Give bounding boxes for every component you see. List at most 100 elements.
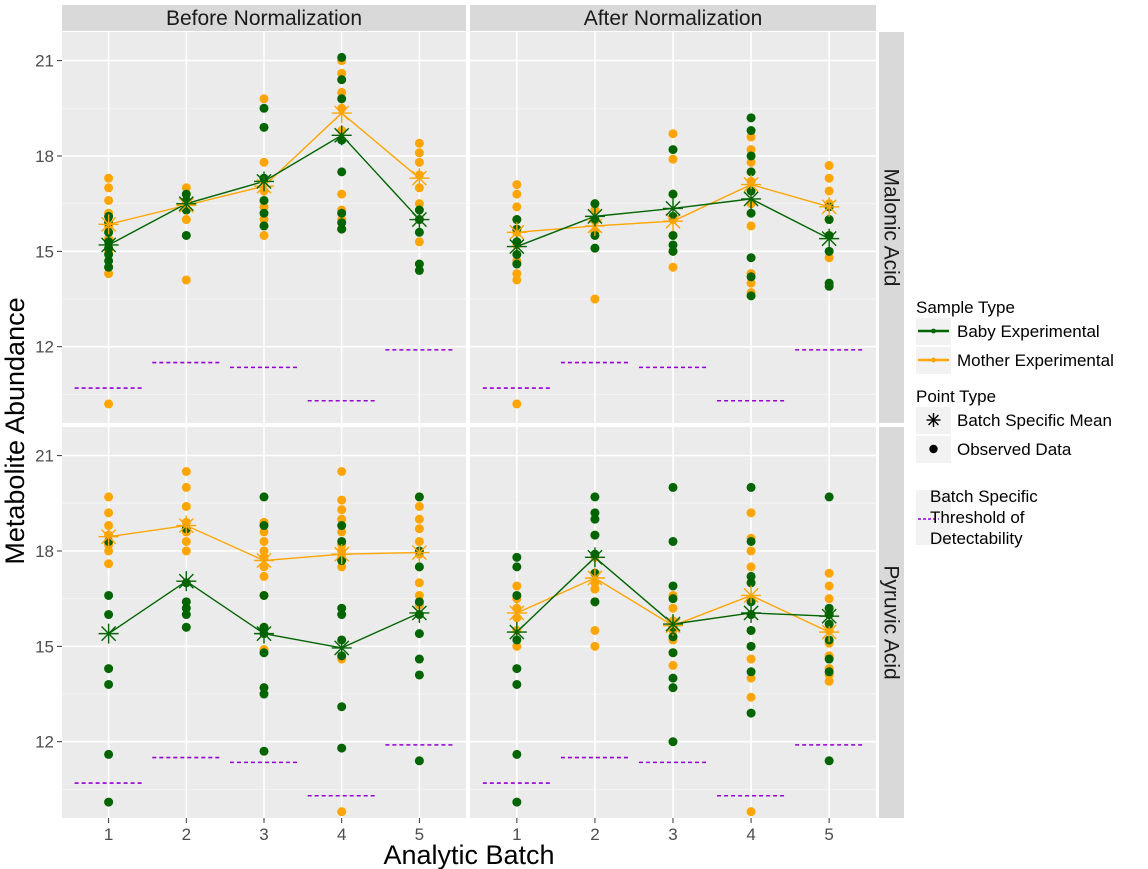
star-stroke [101,626,117,642]
baby-observed-point [104,749,114,759]
baby-observed-point [337,610,347,620]
baby-observed-point [512,797,522,807]
star-stroke [743,587,759,604]
baby-observed-point [512,590,522,600]
star-stroke [509,239,525,255]
mother-observed-point [746,132,756,142]
legend-key-dot [931,357,936,363]
y-axis-title: Metabolite Abundance [0,297,30,564]
panel-data-1-1 [482,482,864,817]
baby-observed-point [668,737,678,747]
legend-label-threshold: Detectability [930,529,1023,548]
mother-observed-point [590,294,600,304]
baby-mean-star [819,228,840,249]
mother-observed-point [259,527,269,537]
star-stroke [411,605,427,621]
panel-0-1 [62,427,466,818]
baby-mean-star [254,623,274,644]
baby-observed-point [181,597,191,607]
star-stroke [665,616,681,632]
baby-mean-star [98,623,119,644]
star-stroke [509,624,525,640]
baby-observed-point [668,632,678,642]
mother-observed-point [181,183,191,193]
mother-observed-point [746,692,756,702]
baby-observed-point [414,670,424,680]
baby-observed-point [746,625,756,635]
baby-observed-point [746,151,756,161]
legend-label-threshold: Threshold of [930,508,1025,527]
mother-observed-point [512,180,522,190]
baby-mean-star [98,234,119,255]
mother-observed-point [746,157,756,167]
star-stroke [509,605,525,621]
mother-observed-point [512,641,522,651]
mother-observed-point [337,87,347,97]
baby-observed-point [668,145,678,155]
mother-observed-point [668,603,678,613]
baby-observed-point [259,648,269,658]
baby-observed-point [668,648,678,658]
mother-observed-point [668,660,678,670]
mother-mean-star [331,544,352,565]
star-stroke [178,196,194,212]
mother-observed-point [414,199,424,209]
baby-observed-point [512,664,522,674]
mother-observed-point [104,269,114,279]
baby-observed-point [824,667,834,677]
mother-observed-point [337,189,347,199]
mother-observed-point [181,536,191,546]
baby-observed-point [668,240,678,250]
column-strip-label: After Normalization [584,7,763,30]
y-tick-label: 21 [35,52,54,71]
baby-observed-point [259,122,269,132]
y-tick-label: 18 [35,542,54,561]
column-strip [62,5,466,31]
mother-mean-star [98,526,119,547]
baby-observed-point [414,562,424,572]
baby-observed-point [824,756,834,766]
baby-observed-point [414,259,424,269]
mother-mean-star [409,168,430,189]
mother-observed-point [337,495,347,505]
baby-observed-point [414,227,424,237]
baby-observed-point [337,224,347,234]
baby-observed-point [259,521,269,531]
baby-observed-point [259,221,269,231]
mother-observed-point [259,571,269,581]
baby-observed-point [414,756,424,766]
baby-mean-star [663,198,683,219]
mother-observed-point [414,157,424,167]
star-stroke [411,170,427,186]
baby-mean-star [506,622,527,643]
baby-observed-point [414,654,424,664]
legend-label-point-type: Observed Data [957,440,1072,459]
mother-mean-star [663,211,683,232]
baby-observed-point [746,708,756,718]
mother-observed-point [104,521,114,531]
baby-observed-point [337,94,347,104]
baby-observed-point [414,492,424,502]
baby-observed-point [414,597,424,607]
star-stroke [334,640,350,656]
baby-observed-point [668,594,678,604]
mother-observed-point [181,215,191,225]
mother-observed-point [104,399,114,409]
mother-mean-star [741,585,762,606]
mother-observed-point [512,399,522,409]
baby-observed-point [104,256,114,266]
baby-mean-star [819,606,840,627]
baby-observed-point [746,272,756,282]
row-strip-label: Malonic Acid [880,169,903,287]
mother-observed-point [337,514,347,524]
baby-observed-point [104,262,114,272]
mother-observed-point [512,275,522,285]
baby-observed-point [181,610,191,620]
mother-observed-point [337,467,347,477]
baby-observed-point [746,208,756,218]
mother-observed-point [746,807,756,817]
baby-observed-point [512,562,522,572]
mother-observed-point [104,492,114,502]
mother-observed-point [746,278,756,288]
star-stroke [821,608,837,624]
